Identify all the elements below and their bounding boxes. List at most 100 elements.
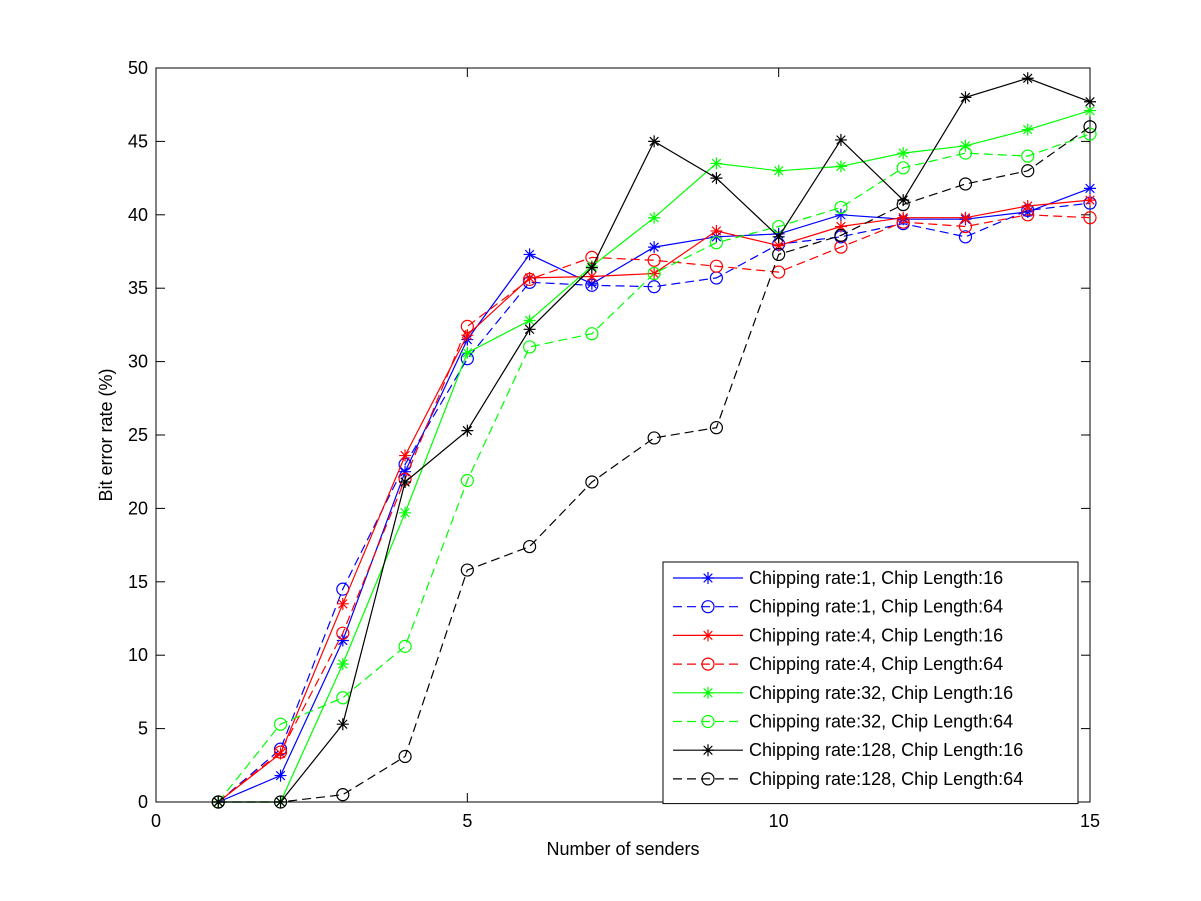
circle-marker xyxy=(460,563,474,577)
circle-marker xyxy=(709,421,724,435)
star-marker xyxy=(336,634,349,647)
star-marker xyxy=(1021,72,1034,85)
star-marker xyxy=(523,314,536,327)
circle-marker xyxy=(647,266,661,281)
star-marker xyxy=(772,230,785,243)
star-marker xyxy=(702,744,714,757)
circle-marker xyxy=(522,340,537,354)
star-marker xyxy=(959,139,972,152)
circle-marker xyxy=(522,539,537,554)
circle-marker xyxy=(701,600,715,614)
circle-marker xyxy=(958,177,973,191)
star-marker xyxy=(585,270,598,283)
star-marker xyxy=(336,658,349,671)
star-marker xyxy=(523,248,536,261)
circle-marker xyxy=(522,272,537,286)
circle-marker xyxy=(896,161,910,175)
star-marker xyxy=(1084,95,1096,108)
y-tick-label: 40 xyxy=(128,205,148,225)
circle-marker xyxy=(701,657,715,671)
y-tick-label: 5 xyxy=(138,719,148,739)
y-tick-label: 25 xyxy=(128,425,148,445)
circle-marker xyxy=(896,197,910,212)
x-tick-label: 0 xyxy=(151,811,161,831)
star-marker xyxy=(523,271,536,284)
star-marker xyxy=(702,572,714,584)
star-marker xyxy=(710,224,723,237)
circle-marker xyxy=(1021,208,1035,222)
legend-label: Chipping rate:128, Chip Length:64 xyxy=(749,769,1023,789)
circle-marker xyxy=(896,215,910,229)
circle-marker xyxy=(701,714,715,729)
star-marker xyxy=(772,164,785,177)
star-marker xyxy=(772,239,785,252)
circle-marker xyxy=(834,200,848,215)
star-marker xyxy=(834,160,847,173)
star-marker xyxy=(959,91,972,104)
circle-marker xyxy=(211,795,225,809)
star-marker xyxy=(274,769,287,782)
y-tick-label: 35 xyxy=(128,278,148,298)
legend-item: Chipping rate:32, Chip Length:16 xyxy=(673,683,1013,703)
y-tick-label: 50 xyxy=(128,58,148,78)
star-marker xyxy=(834,208,847,221)
star-marker xyxy=(399,506,412,519)
star-marker xyxy=(461,346,474,359)
circle-marker xyxy=(336,691,350,705)
legend-item: Chipping rate:4, Chip Length:64 xyxy=(673,654,1003,674)
star-marker xyxy=(710,172,723,185)
star-marker xyxy=(702,629,714,642)
circle-marker xyxy=(1083,211,1097,225)
series-8 xyxy=(211,120,1097,809)
x-tick-label: 15 xyxy=(1080,811,1100,831)
star-marker xyxy=(1084,194,1096,207)
star-marker xyxy=(585,277,598,290)
star-marker xyxy=(1021,123,1034,136)
circle-marker xyxy=(273,745,288,759)
circle-marker xyxy=(772,247,786,262)
legend-label: Chipping rate:4, Chip Length:16 xyxy=(749,625,1003,645)
circle-marker xyxy=(398,639,412,653)
circle-marker xyxy=(1021,164,1035,178)
x-axis-label: Number of senders xyxy=(546,839,699,859)
circle-marker xyxy=(585,475,599,489)
circle-marker xyxy=(460,319,474,333)
circle-marker xyxy=(1021,149,1035,163)
circle-marker xyxy=(460,473,474,488)
circle-marker xyxy=(958,219,973,234)
legend-item: Chipping rate:128, Chip Length:64 xyxy=(673,769,1023,789)
star-marker xyxy=(702,686,714,699)
star-marker xyxy=(1021,199,1034,212)
star-marker xyxy=(336,597,349,610)
circle-marker xyxy=(585,327,599,341)
legend-label: Chipping rate:1, Chip Length:64 xyxy=(749,597,1003,617)
circle-marker xyxy=(336,788,350,802)
legend-label: Chipping rate:32, Chip Length:64 xyxy=(749,712,1013,732)
star-marker xyxy=(897,194,910,207)
x-tick-label: 5 xyxy=(462,811,472,831)
star-marker xyxy=(523,323,536,336)
y-tick-label: 10 xyxy=(128,645,148,665)
legend-label: Chipping rate:32, Chip Length:16 xyxy=(749,683,1013,703)
circle-marker xyxy=(336,626,350,640)
star-marker xyxy=(1084,182,1096,195)
legend-label: Chipping rate:1, Chip Length:16 xyxy=(749,568,1003,588)
circle-marker xyxy=(834,228,848,242)
star-marker xyxy=(461,424,474,437)
star-marker xyxy=(336,718,349,731)
legend-item: Chipping rate:1, Chip Length:16 xyxy=(673,568,1003,588)
series-line xyxy=(217,214,1091,803)
star-marker xyxy=(399,449,412,462)
series-line xyxy=(217,133,1091,803)
star-marker xyxy=(897,211,910,224)
star-marker xyxy=(834,220,847,233)
star-marker xyxy=(648,211,661,224)
star-marker xyxy=(648,135,661,148)
star-marker xyxy=(897,147,910,160)
star-marker xyxy=(399,475,412,488)
circle-marker xyxy=(958,230,973,244)
series-line xyxy=(218,126,1091,803)
legend-item: Chipping rate:128, Chip Length:16 xyxy=(673,740,1023,760)
star-marker xyxy=(648,241,661,254)
